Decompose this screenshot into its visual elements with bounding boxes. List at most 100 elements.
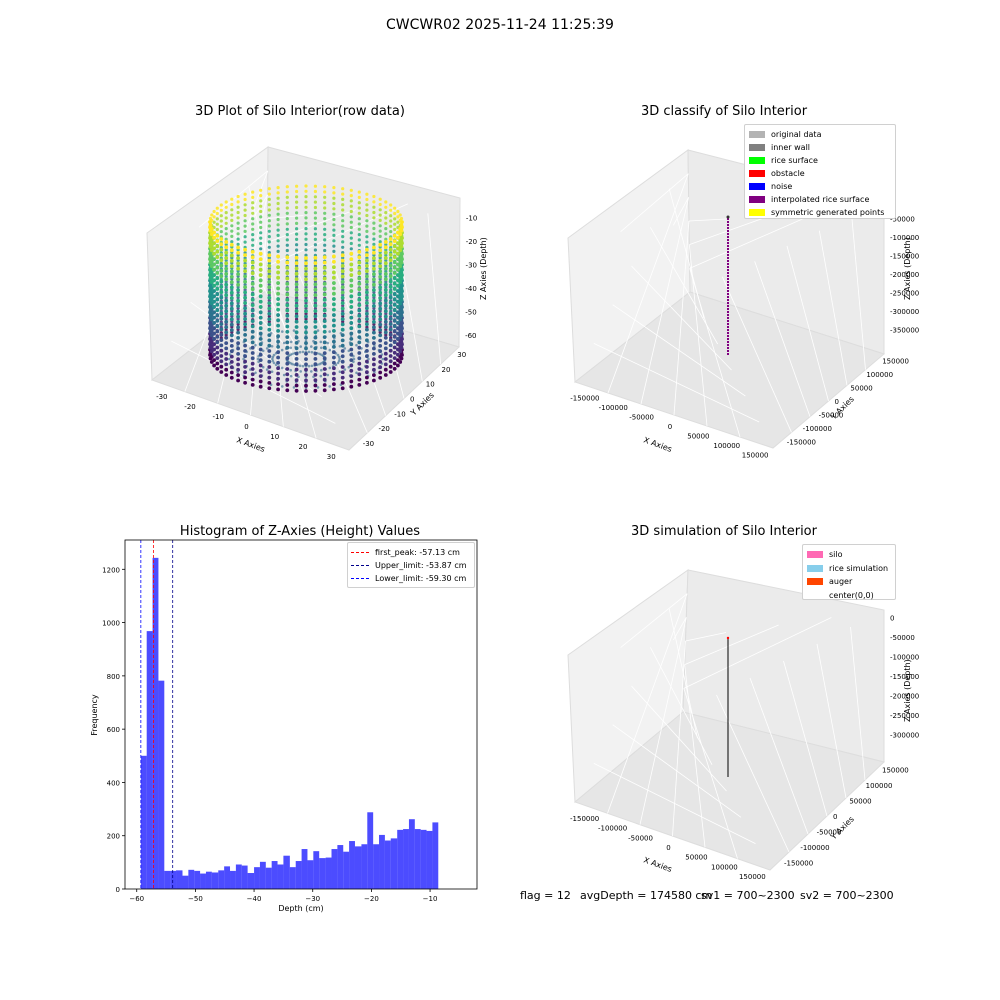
raw-data-point [276, 239, 280, 243]
raw-data-point [310, 350, 314, 354]
raw-data-point [295, 184, 299, 188]
raw-data-point [332, 223, 336, 227]
histogram-legend-swatch [351, 578, 369, 579]
raw-data-point [372, 288, 376, 292]
raw-data-point [340, 311, 345, 316]
raw-data-point [332, 207, 336, 211]
histogram-bar [146, 631, 153, 889]
raw-data-point [294, 271, 299, 276]
raw-data-point [276, 186, 280, 190]
raw-data-point [271, 355, 275, 359]
raw-data-point [304, 189, 308, 193]
raw-data-point [332, 313, 336, 317]
raw-data-point [341, 219, 345, 223]
histogram-x-tick: −20 [364, 895, 379, 903]
raw-data-point [322, 276, 327, 281]
raw-data-point [276, 371, 280, 376]
raw-data-point [384, 274, 388, 279]
raw-data-point [236, 210, 240, 215]
raw-data-point [294, 357, 299, 361]
raw-data-point [357, 260, 362, 265]
raw-data-point [251, 201, 255, 205]
histogram-y-axis-label: Frequency [90, 694, 99, 736]
raw-data-point [349, 273, 354, 277]
raw-data-point [292, 386, 296, 389]
raw-data-point [332, 382, 336, 386]
raw-data-point [313, 221, 317, 225]
raw-data-point [349, 374, 354, 378]
raw-data-point [267, 285, 272, 290]
raw-data-point [341, 266, 345, 271]
raw-data-point [224, 293, 229, 298]
histogram-bar [354, 846, 362, 889]
raw-data-point [340, 370, 345, 375]
raw-data-point [392, 265, 397, 270]
raw-data-point [392, 292, 397, 297]
raw-data-point [304, 346, 308, 351]
raw-data-point [267, 266, 271, 271]
raw-data-point [323, 195, 327, 199]
raw-data-point [229, 317, 234, 322]
raw-data-point [215, 281, 220, 286]
raw-data-point [304, 242, 308, 247]
raw-data-point [313, 211, 317, 215]
raw-data-point [212, 331, 217, 336]
raw-data-point [313, 287, 318, 292]
histogram-bar [158, 680, 165, 889]
raw-data-point [392, 303, 397, 307]
raw-data-point [212, 262, 217, 267]
raw-data-point [357, 361, 362, 366]
histogram-x-tick: −10 [423, 895, 438, 903]
raw-data-point [365, 343, 369, 348]
raw-data-point [276, 249, 280, 253]
simulation-x-tick: -150000 [570, 815, 599, 823]
raw-data-point [229, 258, 234, 263]
raw-data-point [341, 272, 345, 276]
raw-data-point [276, 217, 280, 222]
raw-data-point [349, 267, 354, 272]
classify-legend-item: obstacle [749, 167, 805, 180]
raw-data-point [357, 297, 362, 302]
raw-data-point [365, 192, 369, 196]
raw-x-tick: -20 [184, 403, 195, 411]
histogram-bar [170, 870, 177, 889]
raw-data-point [250, 292, 255, 297]
histogram-bar [283, 855, 290, 889]
classify-z-tick: -150000 [890, 252, 919, 260]
classify-z-tick: -100000 [890, 234, 919, 242]
raw-data-point [236, 242, 240, 246]
raw-data-point [258, 342, 263, 347]
raw-data-point [224, 333, 228, 337]
raw-data-point [384, 306, 388, 310]
simulation-legend: silo rice simulation auger center(0,0) [802, 544, 896, 600]
raw-data-point [313, 341, 318, 345]
raw-data-point [378, 229, 382, 233]
raw-data-point [392, 345, 397, 350]
raw-data-point [372, 367, 376, 372]
raw-data-point [294, 346, 299, 351]
raw-data-point [224, 351, 229, 356]
raw-data-point [322, 324, 327, 329]
raw-data-point [341, 293, 345, 297]
raw-y-tick: 20 [442, 366, 451, 374]
raw-data-point [388, 285, 393, 289]
raw-data-point [236, 250, 241, 255]
raw-data-point [392, 324, 397, 329]
raw-data-point [383, 303, 388, 308]
raw-data-point [313, 357, 318, 361]
raw-data-point [285, 227, 289, 231]
raw-data-point [215, 239, 220, 244]
raw-data-point [396, 251, 400, 256]
raw-data-point [215, 206, 219, 210]
raw-data-point [332, 275, 336, 280]
raw-data-point [230, 208, 234, 212]
raw-data-point [243, 370, 248, 375]
raw-data-point [230, 202, 234, 207]
raw-data-point [267, 261, 271, 265]
simulation-x-axis-label: X Axies [642, 855, 673, 874]
raw-data-point [313, 261, 318, 265]
histogram-bar [259, 861, 266, 889]
raw-data-point [349, 251, 354, 256]
raw-data-point [347, 365, 351, 369]
raw-data-point [340, 264, 345, 268]
